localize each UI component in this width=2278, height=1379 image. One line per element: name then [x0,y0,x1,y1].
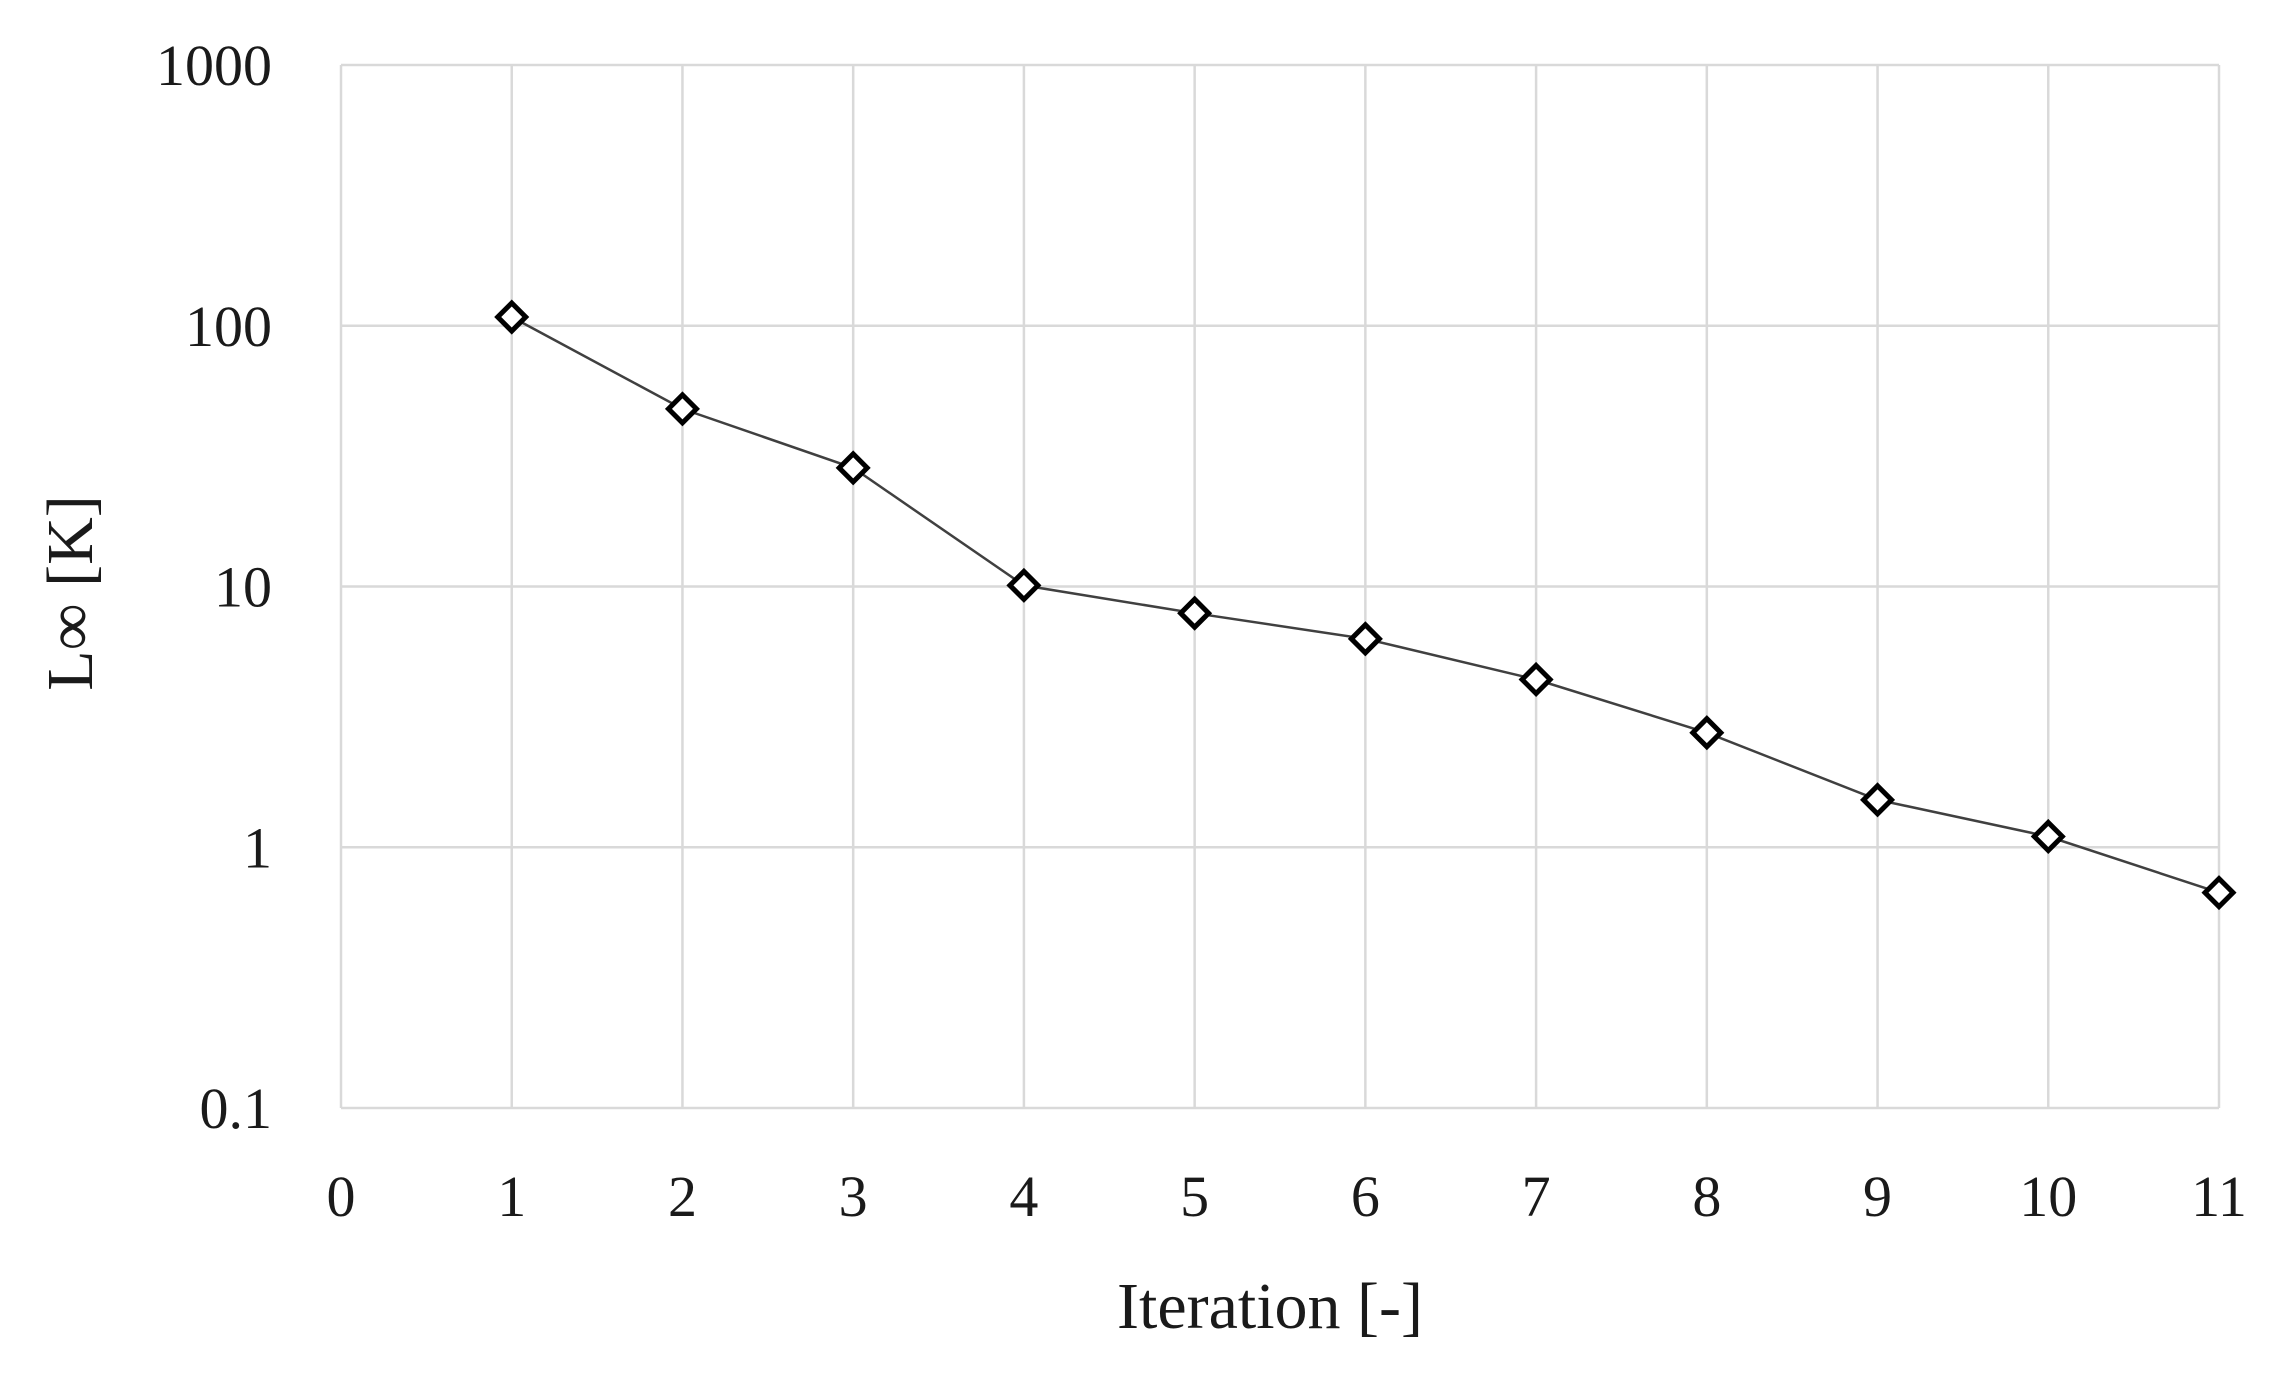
y-tick-label: 100 [185,294,272,359]
y-tick-label: 1000 [156,33,272,98]
data-point [1860,782,1896,818]
data-point [835,450,871,486]
tick-labels: 0 1 2 3 4 5 6 7 8 9 10 11 0.1 1 10 100 1000 [156,33,2247,1229]
x-tick-label: 8 [1692,1164,1721,1229]
data-point [1347,621,1383,657]
x-tick-label: 2 [668,1164,697,1229]
x-tick-label: 6 [1351,1164,1380,1229]
series-layer [494,299,2237,911]
y-axis-title: L∞ [K] [34,495,107,691]
data-point [2030,818,2066,854]
x-tick-label: 7 [1522,1164,1551,1229]
x-tick-label: 0 [327,1164,356,1229]
x-tick-label: 1 [497,1164,526,1229]
data-point [1689,715,1725,751]
y-tick-label: 10 [214,555,272,620]
data-point [494,299,530,335]
y-tick-label: 0.1 [200,1076,273,1141]
data-point [2201,875,2237,911]
grid [339,63,2221,1110]
x-axis-title: Iteration [-] [1117,1270,1423,1343]
data-point [1177,595,1213,631]
x-tick-label: 4 [1009,1164,1038,1229]
x-tick-label: 9 [1863,1164,1892,1229]
data-point [1518,661,1554,698]
x-tick-label: 5 [1180,1164,1209,1229]
y-tick-label: 1 [243,815,272,880]
data-point [664,391,700,427]
x-tick-label: 10 [2019,1164,2077,1229]
x-tick-label: 3 [839,1164,868,1229]
x-tick-label: 11 [2191,1164,2247,1229]
data-point [1006,567,1042,603]
